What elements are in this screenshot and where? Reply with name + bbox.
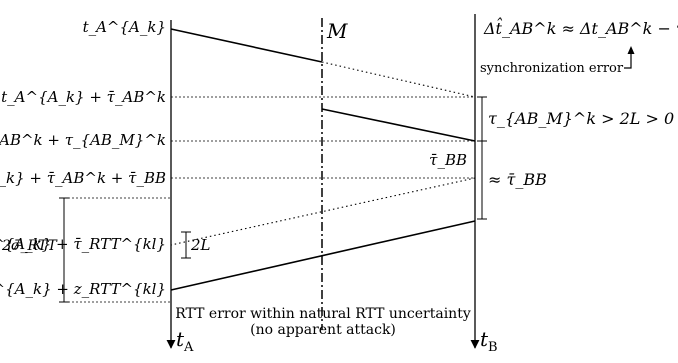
message-a-to-attacker	[170, 28, 323, 63]
label-time-t3: t_A^{A_k} + τ̄_AB^k + τ̄_BB	[0, 169, 166, 187]
label-rtt-sigma: 2σ̄_RTT	[1, 238, 58, 254]
caption-line-1: RTT error within natural RTT uncertainty	[175, 306, 471, 322]
label-time-t0: t_A^{A_k}	[83, 18, 166, 36]
label-tau-bb: τ̄_BB	[429, 151, 467, 169]
label-approx-tau-bb: ≈ τ̄_BB	[488, 170, 547, 189]
label-attack-delay: τ_{AB_M}^k > 2L > 0	[488, 109, 674, 128]
message-expected-path	[321, 61, 476, 98]
label-t-b: tB	[480, 327, 498, 355]
label-time-t2: ≈ t_A^{A_k} + τ̄_AB^k + τ_{AB_M}^k	[0, 131, 166, 149]
caption-line-2: (no apparent attack)	[250, 322, 396, 338]
label-time-t1: t_A^{A_k} + τ̄_AB^k	[1, 88, 166, 106]
label-two-l: 2L	[190, 236, 211, 254]
reply-b-to-a	[170, 220, 476, 291]
reply-expected-path	[170, 177, 476, 246]
label-time-t5: t_A^{A_k} + z_RTT^{kl}	[0, 280, 166, 298]
sync-error-arrow	[624, 51, 632, 69]
label-time-t4: t_A^{A_k} + τ̄_RTT^{kl}	[0, 235, 166, 253]
label-offset-equation: Δt̂_AB^k ≈ Δt_AB^k − τ_{AB_M}^k / 2	[483, 18, 678, 38]
message-delayed-to-b	[321, 108, 476, 142]
label-t-a: tA	[176, 327, 194, 355]
label-sync-error: synchronization error	[480, 61, 624, 76]
label-attacker: M	[326, 19, 348, 43]
